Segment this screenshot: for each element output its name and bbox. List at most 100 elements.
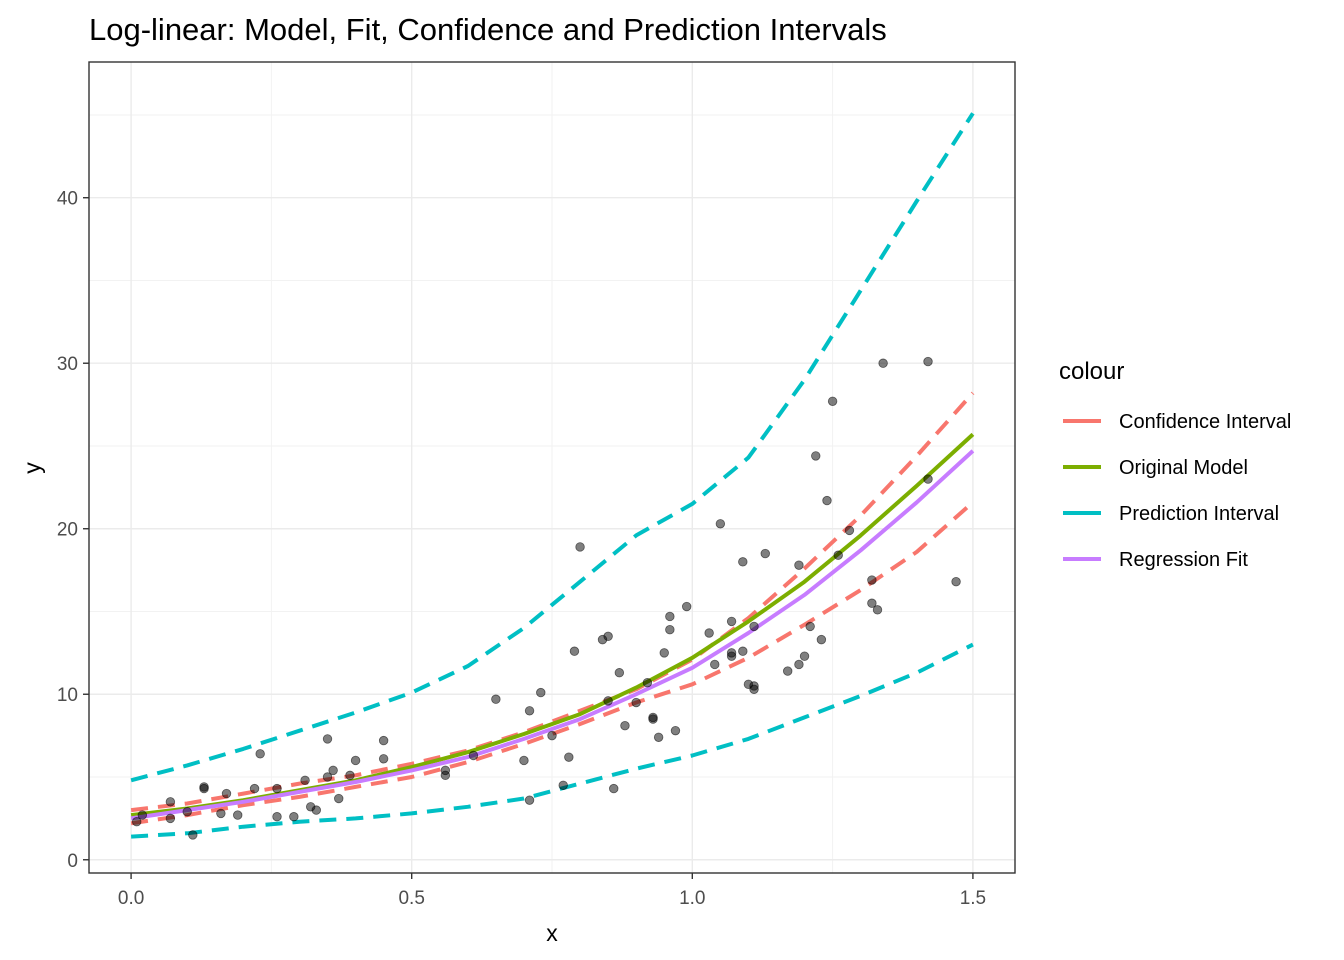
data-point bbox=[799, 651, 810, 661]
data-point bbox=[816, 634, 827, 645]
data-point bbox=[165, 813, 176, 824]
data-point bbox=[783, 666, 793, 676]
data-point bbox=[575, 542, 585, 552]
data-point bbox=[609, 783, 619, 794]
data-point bbox=[867, 575, 877, 585]
data-point bbox=[272, 783, 282, 794]
data-point bbox=[289, 812, 299, 822]
data-point bbox=[311, 805, 321, 815]
series-line-prediction-interval bbox=[130, 112, 975, 783]
data-point bbox=[216, 808, 226, 819]
x-tick-label: 1.5 bbox=[960, 888, 986, 909]
data-point bbox=[738, 646, 748, 656]
data-point bbox=[710, 659, 720, 670]
data-point bbox=[670, 725, 681, 736]
y-tick-label: 0 bbox=[67, 851, 78, 872]
data-point bbox=[811, 451, 821, 461]
data-point bbox=[827, 396, 838, 406]
data-point bbox=[255, 749, 265, 759]
scatter-points bbox=[132, 356, 961, 840]
data-point bbox=[350, 755, 361, 766]
data-point bbox=[603, 631, 613, 642]
data-point bbox=[199, 783, 209, 794]
data-point bbox=[665, 625, 675, 635]
data-point bbox=[137, 810, 148, 820]
data-point bbox=[923, 356, 933, 367]
data-point bbox=[614, 668, 625, 678]
data-point bbox=[794, 560, 804, 570]
legend-title: colour bbox=[1059, 358, 1124, 385]
y-tick-label: 10 bbox=[57, 685, 78, 706]
data-point bbox=[519, 755, 529, 766]
data-point bbox=[659, 648, 669, 658]
data-point bbox=[867, 598, 877, 608]
data-point bbox=[726, 648, 737, 658]
legend-entry-original-model: Original Model bbox=[1063, 457, 1248, 479]
legend-label-confidence-interval: Confidence Interval bbox=[1119, 411, 1291, 433]
data-point bbox=[547, 730, 557, 741]
data-point bbox=[704, 628, 714, 638]
data-point bbox=[805, 621, 815, 632]
data-point bbox=[726, 616, 737, 627]
data-point bbox=[653, 732, 664, 742]
data-point bbox=[872, 605, 883, 615]
data-point bbox=[833, 550, 843, 560]
data-point bbox=[648, 712, 658, 723]
data-point bbox=[603, 696, 613, 706]
plot-border bbox=[88, 61, 1016, 874]
data-point bbox=[794, 659, 804, 670]
series-line-regression-fit bbox=[130, 449, 975, 821]
data-point bbox=[440, 770, 451, 781]
legend-entry-confidence-interval: Confidence Interval bbox=[1063, 411, 1291, 433]
data-point bbox=[468, 750, 479, 761]
data-point bbox=[182, 807, 192, 817]
series-lines bbox=[130, 112, 975, 839]
legend-label-original-model: Original Model bbox=[1119, 457, 1248, 479]
data-point bbox=[132, 816, 142, 827]
legend: colour Confidence Interval Original Mode… bbox=[1059, 358, 1291, 571]
data-point bbox=[300, 775, 310, 786]
data-point bbox=[536, 687, 546, 698]
data-point bbox=[844, 525, 855, 536]
data-point bbox=[165, 797, 176, 807]
x-tick-label: 0.0 bbox=[118, 888, 144, 909]
data-point bbox=[564, 752, 574, 762]
data-point bbox=[491, 694, 501, 704]
data-point bbox=[188, 830, 198, 840]
data-point bbox=[749, 621, 759, 632]
data-point bbox=[822, 495, 832, 506]
y-axis-title: y bbox=[19, 462, 45, 474]
data-point bbox=[715, 519, 726, 529]
data-point bbox=[378, 754, 389, 764]
x-axis-title: x bbox=[546, 920, 558, 946]
y-axis-ticks: 0 10 20 30 40 bbox=[57, 189, 89, 872]
data-point bbox=[738, 557, 748, 567]
data-point bbox=[642, 677, 653, 688]
series-line-confidence-interval bbox=[130, 391, 975, 813]
data-point bbox=[631, 697, 641, 708]
x-tick-label: 0.5 bbox=[398, 888, 424, 909]
legend-label-prediction-interval: Prediction Interval bbox=[1119, 503, 1279, 525]
data-point bbox=[378, 735, 389, 746]
series-line-prediction-interval bbox=[130, 642, 974, 839]
x-tick-label: 1.0 bbox=[679, 888, 705, 909]
x-axis-ticks: 0.0 0.5 1.0 1.5 bbox=[118, 873, 986, 909]
y-tick-label: 20 bbox=[57, 520, 78, 541]
data-point bbox=[345, 770, 355, 781]
data-point bbox=[749, 684, 759, 694]
data-point bbox=[524, 706, 535, 716]
data-point bbox=[322, 734, 333, 744]
data-point bbox=[569, 646, 580, 656]
data-point bbox=[878, 358, 888, 368]
data-point bbox=[334, 793, 344, 804]
data-point bbox=[760, 548, 770, 559]
data-point bbox=[322, 772, 333, 782]
legend-entry-regression-fit: Regression Fit bbox=[1063, 549, 1248, 571]
data-point bbox=[665, 611, 675, 622]
data-point bbox=[328, 765, 338, 776]
data-point bbox=[221, 788, 232, 799]
data-point bbox=[233, 810, 243, 820]
data-point bbox=[681, 601, 692, 612]
chart-title: Log-linear: Model, Fit, Confidence and P… bbox=[89, 12, 887, 47]
